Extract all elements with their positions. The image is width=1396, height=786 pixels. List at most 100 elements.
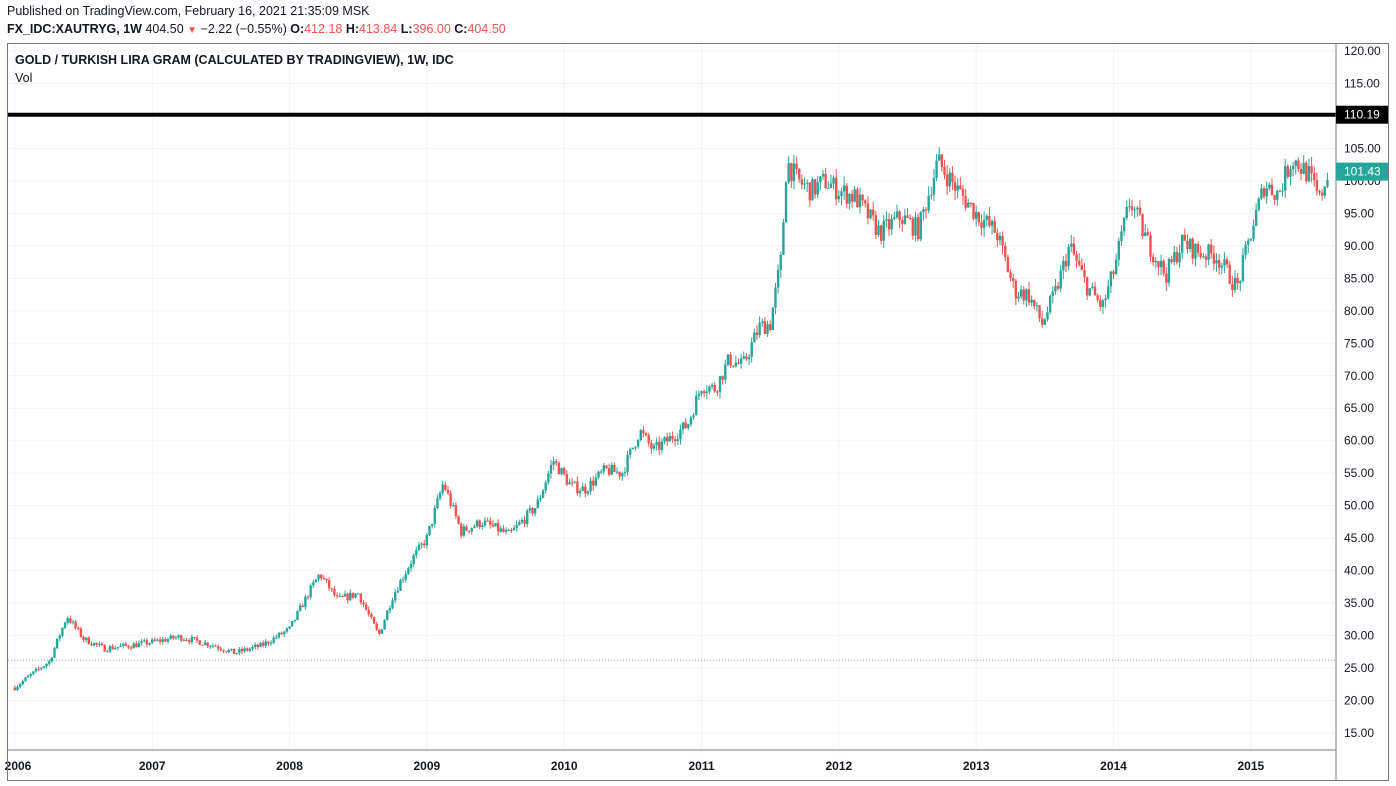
candle-body	[172, 635, 175, 639]
y-tick-label: 105.00	[1344, 141, 1381, 155]
candle-body	[1268, 184, 1271, 189]
candle-body	[687, 424, 690, 429]
candle-body	[1244, 244, 1247, 256]
candle-body	[66, 618, 69, 623]
time-axis[interactable]: 2006 2007 2008 2009 2010 2011 2012 2013 2014 2015	[5, 749, 1336, 773]
candle-body	[568, 482, 571, 485]
candle-body	[1088, 288, 1091, 296]
candle-body	[504, 530, 508, 532]
candle-body	[753, 332, 756, 343]
candle-body	[185, 639, 188, 641]
candle-body	[1313, 173, 1316, 181]
candle-body	[1228, 264, 1231, 284]
candle-body	[251, 646, 254, 649]
candle-body	[362, 602, 365, 605]
candle-body	[1077, 260, 1081, 265]
candle-body	[700, 391, 703, 394]
candle-body	[370, 614, 373, 618]
candle-body	[1249, 238, 1253, 241]
candle-body	[877, 225, 880, 235]
candle-body	[63, 622, 67, 628]
candle-body	[821, 173, 825, 177]
y-tick-label: 120.00	[1344, 44, 1381, 58]
candle-body	[829, 183, 833, 188]
candle-body	[156, 639, 159, 641]
candle-body	[578, 490, 582, 494]
candle-body	[898, 211, 901, 221]
candle-body	[187, 640, 191, 643]
candle-body	[1033, 299, 1036, 306]
candle-body	[837, 196, 841, 200]
candle-body	[869, 209, 872, 219]
candle-body	[816, 182, 819, 195]
candle-body	[512, 527, 516, 531]
candle-body	[441, 484, 444, 494]
candle-body	[813, 179, 817, 195]
candle-body	[768, 324, 772, 330]
candle-body	[1302, 162, 1305, 174]
candle-body	[544, 482, 547, 491]
candle-body	[92, 642, 96, 646]
candle-body	[972, 203, 975, 219]
candle-body	[871, 209, 875, 216]
candle-body	[1196, 243, 1200, 253]
candle-body	[990, 220, 994, 226]
candle-body	[861, 194, 864, 201]
candle-body	[573, 481, 576, 483]
candle-body	[320, 574, 323, 579]
level-badge-bg	[1336, 105, 1388, 124]
candle-body	[1215, 260, 1218, 264]
candle-body	[787, 163, 790, 183]
candle-body	[45, 663, 48, 667]
candle-body	[388, 608, 392, 611]
candle-body	[301, 605, 304, 608]
candle-body	[1233, 277, 1237, 291]
candle-body	[663, 437, 666, 442]
candle-body	[55, 638, 59, 649]
candle-body	[866, 203, 870, 219]
candle-body	[919, 212, 922, 240]
candle-body	[71, 621, 75, 623]
candle-body	[959, 185, 962, 189]
candle-body	[1083, 269, 1086, 278]
candle-body	[1247, 240, 1250, 245]
candle-body	[1326, 179, 1329, 187]
candle-body	[489, 520, 492, 525]
candle-body	[343, 593, 347, 597]
candle-body	[988, 215, 991, 226]
candle-body	[1178, 252, 1181, 263]
candle-body	[864, 200, 867, 204]
candle-body	[745, 356, 748, 360]
candle-body	[945, 174, 949, 187]
candle-body	[238, 649, 241, 654]
candle-body	[584, 486, 587, 494]
candle-body	[1067, 246, 1070, 267]
candle-body	[446, 489, 450, 494]
candle-body	[998, 235, 1002, 241]
candle-body	[726, 354, 730, 365]
candle-body	[1291, 166, 1295, 170]
candle-body	[795, 163, 798, 169]
candle-body	[84, 637, 88, 640]
candle-body	[475, 520, 479, 527]
candle-body	[158, 639, 162, 642]
candle-body	[692, 415, 695, 418]
candle-body	[433, 508, 436, 524]
last-value: 404.50	[145, 22, 184, 36]
candle-body	[800, 179, 804, 185]
candle-body	[496, 523, 500, 532]
y-tick-label: 40.00	[1344, 564, 1374, 578]
candle-body	[1212, 253, 1216, 264]
y-tick-label: 25.00	[1344, 661, 1374, 675]
candle-body	[790, 163, 793, 182]
candle-body	[317, 574, 320, 580]
candle-body	[1180, 234, 1184, 253]
candle-body	[1107, 286, 1110, 299]
candle-body	[948, 172, 951, 187]
candle-body	[581, 486, 584, 491]
candle-body	[230, 648, 233, 650]
candle-body	[1188, 238, 1192, 249]
candle-body	[40, 668, 43, 670]
candle-body	[1315, 180, 1319, 192]
